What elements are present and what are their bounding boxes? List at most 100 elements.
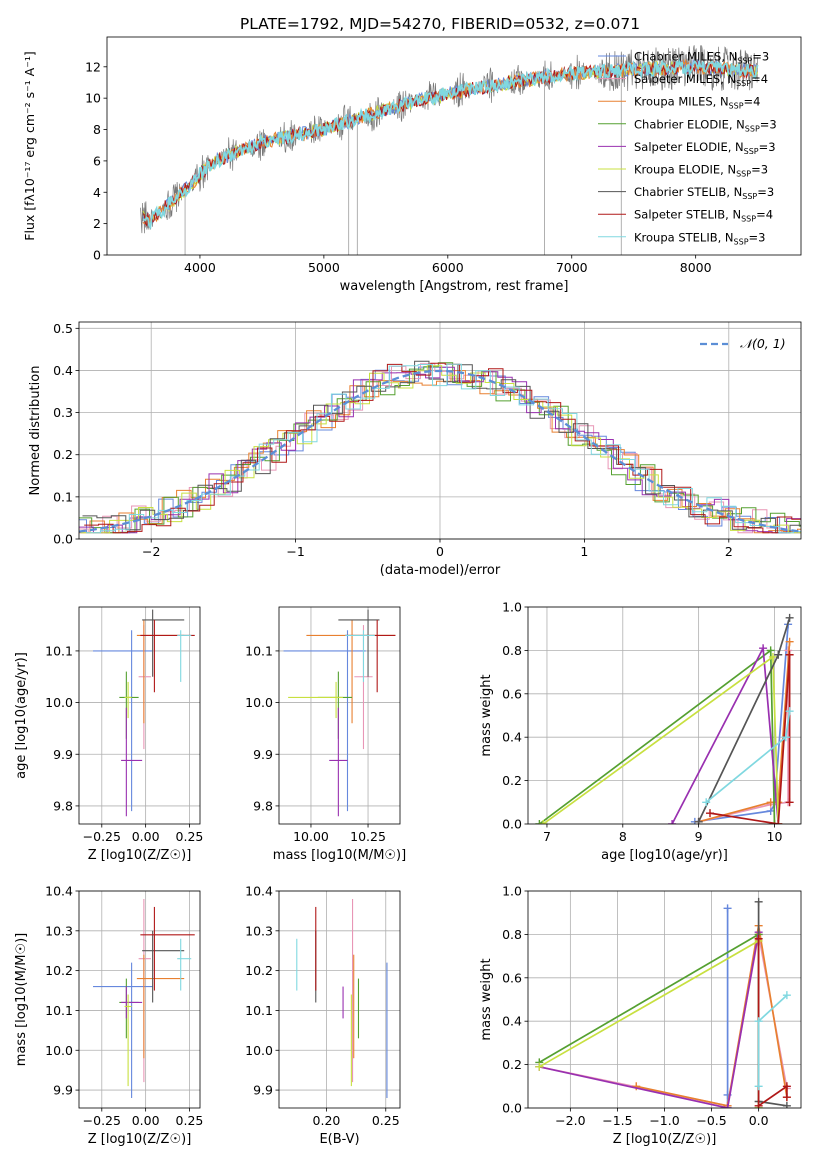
plot-area bbox=[535, 897, 791, 1108]
weight-marker-salpeter_elodie bbox=[723, 1104, 732, 1108]
x-axis-label: (data-model)/error bbox=[380, 563, 501, 578]
age-vs-metallicity-panel: −0.25 0.00 0.25 9.8 9.9 10.0 10.1 Z [log10(Z/Z☉… bbox=[14, 606, 204, 863]
top-chart-title: PLATE=1792, MJD=54270, FIBERID=0532, z=0… bbox=[240, 15, 640, 33]
y-tick-label: 0.8 bbox=[502, 927, 522, 942]
y-tick-label: 9.8 bbox=[253, 798, 273, 813]
x-axis-label: Z [log10(Z/Z☉)] bbox=[613, 1132, 717, 1147]
legend-entry-chabrier_stelib: Chabrier STELIB, NSSP=3 bbox=[634, 185, 774, 201]
y-tick-label: 0.0 bbox=[53, 532, 73, 547]
weight-marker-kroupa_miles bbox=[632, 1082, 641, 1091]
y-tick-label: 10.0 bbox=[245, 695, 273, 710]
x-tick-label: 10.00 bbox=[293, 829, 329, 844]
legend-entry-salpeter_stelib: Salpeter STELIB, NSSP=4 bbox=[634, 208, 773, 224]
legend-entry-normal: 𝒩(0, 1) bbox=[740, 336, 786, 351]
y-tick-label: 0.3 bbox=[53, 405, 73, 420]
y-tick-label: 10.4 bbox=[45, 884, 73, 899]
plot-area bbox=[140, 45, 759, 255]
plot-area bbox=[283, 609, 396, 817]
x-tick-label: 7000 bbox=[556, 260, 588, 275]
y-tick-label: 1.0 bbox=[502, 600, 522, 615]
mass-vs-ebv-panel: 0.20 0.25 9.9 10.0 10.1 10.2 10.3 10.4 E(B-V) bbox=[245, 884, 401, 1147]
y-tick-label: 1.0 bbox=[502, 884, 522, 899]
y-tick-label: 10.2 bbox=[45, 963, 73, 978]
weight-marker-kroupa_stelib bbox=[754, 1017, 763, 1026]
axes-frame bbox=[106, 36, 802, 256]
weight-marker-salpeter_stelib bbox=[706, 809, 714, 818]
x-tick-label: 1 bbox=[580, 544, 588, 559]
x-tick-label: 0.25 bbox=[176, 1113, 204, 1128]
y-tick-label: 0.1 bbox=[53, 489, 73, 504]
axes-frame bbox=[278, 606, 401, 825]
y-axis-label: mass weight bbox=[479, 674, 494, 756]
weight-marker-chabrier_stelib bbox=[754, 897, 763, 906]
y-tick-label: 0.2 bbox=[53, 447, 73, 462]
y-axis-label: Normed distribution bbox=[28, 366, 43, 496]
plot-area bbox=[535, 613, 794, 824]
weight-marker-salpeter_stelib bbox=[782, 1093, 791, 1102]
legend-entry-kroupa_elodie: Kroupa ELODIE, NSSP=3 bbox=[634, 163, 768, 179]
y-tick-label: 0.5 bbox=[53, 321, 73, 336]
weight-marker-salpeter_stelib bbox=[774, 820, 783, 824]
histogram-kroupa_stelib bbox=[85, 363, 801, 534]
weight-marker-salpeter_stelib bbox=[754, 1101, 763, 1108]
legend-entry-kroupa_stelib: Kroupa STELIB, NSSP=3 bbox=[634, 230, 765, 246]
y-tick-label: 10.3 bbox=[245, 923, 273, 938]
y-tick-label: 0.2 bbox=[502, 773, 522, 788]
x-axis-label: wavelength [Angstrom, rest frame] bbox=[340, 279, 569, 294]
y-tick-label: 0.0 bbox=[502, 817, 522, 832]
y-tick-label: 0.4 bbox=[53, 363, 73, 378]
weight-line-salpeter_elodie bbox=[539, 932, 760, 1108]
y-tick-label: 2 bbox=[93, 216, 101, 231]
mass-vs-metallicity-panel: −0.25 0.00 0.25 9.9 10.0 10.1 10.2 10.3 10.4 Z [l… bbox=[14, 884, 203, 1148]
y-tick-label: 10.0 bbox=[45, 1043, 73, 1058]
mass-weight-vs-metallicity-panel: −2.0 −1.5 −1.0 −0.5 0.0 0.0 0.2 0.4 0.6 0.8 1.0 Z [… bbox=[479, 884, 802, 1147]
weight-marker-chabrier_miles bbox=[723, 904, 732, 913]
weight-line-salpeter_stelib bbox=[757, 938, 788, 1108]
x-axis-label: Z [log10(Z/Z☉)] bbox=[88, 848, 192, 863]
weight-marker-kroupa_elodie bbox=[768, 652, 777, 661]
y-tick-label: 10.1 bbox=[45, 643, 73, 658]
x-axis-label: age [log10(age/yr)] bbox=[601, 848, 728, 863]
weight-line-salpeter_elodie bbox=[671, 645, 780, 824]
y-tick-label: 9.8 bbox=[53, 798, 73, 813]
mass-weight-vs-age-panel: 7 8 9 10 0.0 0.2 0.4 0.6 0.8 1.0 age [log10(age/yr… bbox=[479, 600, 802, 863]
y-tick-label: 10.4 bbox=[245, 884, 273, 899]
y-axis-label: Flux [fλ10⁻¹⁷ erg cm⁻² s⁻¹ A⁻¹] bbox=[22, 51, 37, 240]
weight-marker-salpeter_elodie bbox=[759, 644, 768, 653]
y-tick-label: 10 bbox=[85, 91, 101, 106]
x-tick-label: 6000 bbox=[432, 260, 464, 275]
axes-frame bbox=[78, 606, 201, 825]
x-tick-label: −0.5 bbox=[696, 1113, 726, 1128]
y-tick-label: 0.2 bbox=[502, 1057, 522, 1072]
x-tick-label: −1 bbox=[286, 544, 304, 559]
y-tick-label: 4 bbox=[93, 185, 101, 200]
spectrum-panel: 4000 5000 6000 7000 8000 0 2 4 6 8 10 12 wavelength … bbox=[22, 36, 802, 294]
normal-reference-curve bbox=[79, 369, 801, 533]
y-tick-label: 0.6 bbox=[502, 970, 522, 985]
weight-marker-kroupa_stelib bbox=[702, 798, 711, 807]
legend-entry-chabrier_elodie: Chabrier ELODIE, NSSP=3 bbox=[634, 117, 777, 133]
weight-marker-chabrier_stelib bbox=[774, 650, 783, 659]
y-tick-label: 10.1 bbox=[245, 643, 273, 658]
x-tick-label: 8 bbox=[619, 829, 627, 844]
plot-area bbox=[79, 360, 801, 534]
weight-marker-kroupa_stelib bbox=[754, 1082, 763, 1091]
x-tick-label: 0.25 bbox=[176, 829, 204, 844]
histogram-kroupa_miles bbox=[79, 370, 801, 534]
weight-marker-kroupa_stelib bbox=[785, 707, 794, 716]
residual-histogram-panel: −2 −1 0 1 2 0.0 0.1 0.2 0.3 0.4 0.5 (data-model)/er… bbox=[28, 321, 802, 578]
plot-area bbox=[93, 609, 195, 817]
histogram-salpeter_stelib bbox=[84, 362, 801, 534]
y-tick-label: 10.0 bbox=[45, 695, 73, 710]
y-axis-label: mass [log10(M/M☉)] bbox=[14, 933, 29, 1066]
legend-entry-salpeter_miles: Salpeter MILES, NSSP=4 bbox=[634, 72, 768, 88]
weight-line-kroupa_elodie bbox=[542, 655, 780, 824]
x-tick-label: 0.0 bbox=[749, 1113, 769, 1128]
weight-marker-salpeter_stelib bbox=[785, 798, 794, 807]
weight-marker-kroupa_stelib bbox=[781, 733, 790, 742]
y-tick-label: 0.0 bbox=[502, 1101, 522, 1116]
x-axis-label: Z [log10(Z/Z☉)] bbox=[88, 1132, 192, 1147]
weight-marker-chabrier_stelib bbox=[782, 1101, 791, 1108]
y-tick-label: 10.2 bbox=[245, 963, 273, 978]
